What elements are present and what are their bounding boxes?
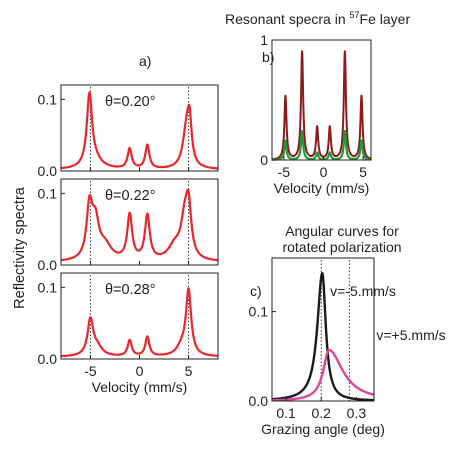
y-tick-label: 0: [260, 152, 268, 168]
left-y-axis-label: Reflectivity spectra: [12, 186, 28, 309]
series-line-1: [60, 91, 219, 170]
series-line-1: [271, 272, 375, 402]
y-tick-label: 0.1: [38, 279, 58, 295]
panel-b-title: Resonant specra in 57Fe layer: [225, 10, 410, 27]
panel-b-title-pre: Resonant specra in: [225, 11, 350, 27]
y-tick-label: 1: [260, 32, 268, 48]
series-line-2: [271, 348, 375, 402]
x-tick-label: 0: [320, 164, 328, 180]
panel-b-tag: b): [262, 49, 274, 65]
series-line-1: [60, 188, 219, 262]
x-tick-label: 0.1: [276, 405, 296, 421]
y-tick-label: 0.1: [38, 185, 58, 201]
y-tick-label: 0.0: [38, 351, 58, 367]
axes-frame: [271, 39, 372, 161]
y-tick-label: 0.1: [249, 304, 269, 320]
panel-c-tag: c): [250, 283, 262, 299]
panel-c-title-line1: Angular curves for: [285, 223, 399, 239]
x-tick-label: 0: [136, 363, 144, 379]
series-line-1: [271, 50, 372, 161]
y-tick-label: 0.1: [38, 91, 58, 107]
x-tick-label: 5: [185, 363, 193, 379]
x-tick-label: 5: [359, 164, 367, 180]
panel-b-title-post: Fe layer: [360, 11, 411, 27]
series-line-2: [271, 129, 372, 161]
annotation: θ=0.20°: [105, 94, 156, 110]
panel-a-tag: a): [139, 53, 151, 69]
x-tick-label: -5: [278, 164, 291, 180]
panel-c-title-line2: rotated polarization: [282, 239, 401, 255]
x-tick-label: 0.2: [312, 405, 332, 421]
series-label-v-plus5: v=+5.mm/s: [376, 327, 445, 343]
axes-frame: [271, 257, 375, 402]
series-line-1: [60, 287, 219, 358]
series-label-v-minus5: v=-5.mm/s: [330, 283, 396, 299]
y-tick-label: 0.0: [249, 393, 269, 409]
x-tick-label: 0.3: [347, 405, 367, 421]
panel-a2: 0.0 0.1 θ=0.22°: [38, 178, 219, 273]
panel-b-title-sup: 57: [350, 10, 360, 20]
x-axis-label: Velocity (mm/s): [274, 180, 370, 196]
x-axis-label: Velocity (mm/s): [92, 379, 188, 395]
panel-a1: 0.0 0.1 θ=0.20°: [38, 84, 219, 179]
y-tick-label: 0.0: [38, 257, 58, 273]
y-tick-label: 0.0: [38, 163, 58, 179]
x-axis-label: Grazing angle (deg): [261, 421, 385, 437]
annotation: θ=0.22°: [105, 188, 156, 204]
x-tick-label: -5: [84, 363, 97, 379]
annotation: θ=0.28°: [105, 282, 156, 298]
